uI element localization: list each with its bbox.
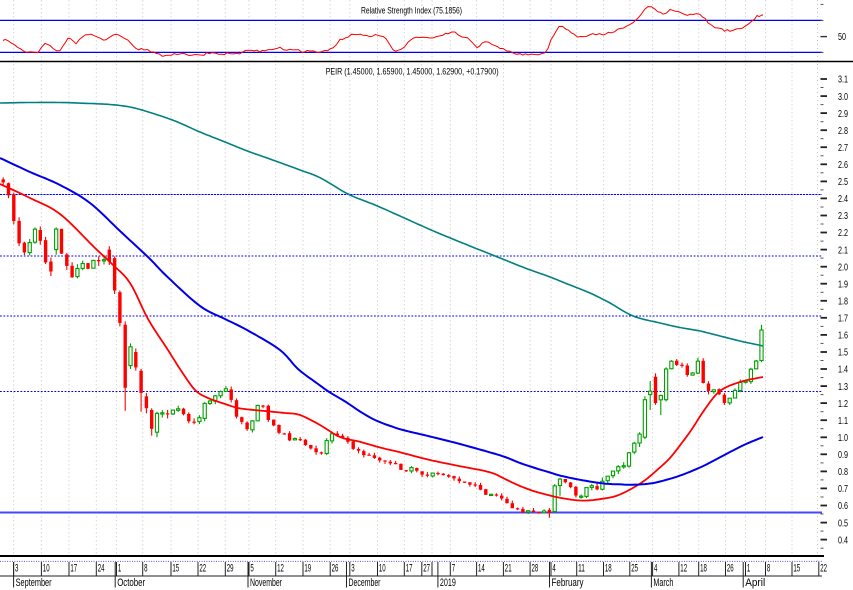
- svg-text:3: 3: [351, 563, 354, 575]
- svg-text:2.0: 2.0: [838, 261, 848, 273]
- svg-text:March: March: [653, 577, 673, 589]
- svg-text:2.8: 2.8: [838, 125, 848, 137]
- svg-text:2.1: 2.1: [838, 244, 848, 256]
- svg-text:1.8: 1.8: [838, 296, 848, 308]
- svg-text:1.9: 1.9: [838, 278, 848, 290]
- svg-text:12: 12: [277, 563, 284, 575]
- svg-text:2019: 2019: [440, 577, 456, 589]
- svg-text:17: 17: [70, 563, 77, 575]
- svg-text:10: 10: [43, 563, 50, 575]
- svg-text:April: April: [745, 577, 765, 589]
- svg-text:0.8: 0.8: [838, 466, 848, 478]
- svg-text:3: 3: [15, 563, 18, 575]
- svg-text:1.3: 1.3: [838, 381, 848, 393]
- svg-text:1: 1: [118, 563, 121, 575]
- svg-text:2.7: 2.7: [838, 142, 848, 154]
- svg-text:17: 17: [406, 563, 413, 575]
- svg-text:0.5: 0.5: [838, 517, 848, 529]
- svg-text:3.1: 3.1: [838, 74, 848, 86]
- svg-text:3.0: 3.0: [838, 91, 848, 103]
- svg-text:28: 28: [532, 563, 539, 575]
- svg-text:22: 22: [199, 563, 206, 575]
- svg-text:0.9: 0.9: [838, 449, 848, 461]
- svg-text:14: 14: [478, 563, 485, 575]
- svg-text:10: 10: [379, 563, 386, 575]
- svg-text:15: 15: [793, 563, 800, 575]
- svg-text:October: October: [117, 577, 145, 589]
- svg-text:2.5: 2.5: [838, 176, 848, 188]
- svg-text:4: 4: [654, 563, 657, 575]
- svg-text:2.2: 2.2: [838, 227, 848, 239]
- svg-text:12: 12: [680, 563, 687, 575]
- svg-text:22: 22: [820, 563, 827, 575]
- svg-text:2.3: 2.3: [838, 210, 848, 222]
- svg-text:September: September: [16, 577, 52, 589]
- svg-text:50: 50: [838, 31, 846, 43]
- svg-text:27: 27: [423, 563, 430, 575]
- svg-text:8: 8: [767, 563, 770, 575]
- svg-text:1.4: 1.4: [838, 364, 848, 376]
- svg-text:1.6: 1.6: [838, 330, 848, 342]
- svg-text:8: 8: [144, 563, 147, 575]
- svg-text:1.0: 1.0: [838, 432, 848, 444]
- svg-text:December: December: [349, 577, 381, 589]
- svg-text:24: 24: [98, 563, 105, 575]
- svg-text:2.6: 2.6: [838, 159, 848, 171]
- svg-text:15: 15: [172, 563, 179, 575]
- svg-text:11: 11: [578, 563, 585, 575]
- svg-text:2.9: 2.9: [838, 108, 848, 120]
- svg-text:2.4: 2.4: [838, 193, 848, 205]
- svg-text:21: 21: [505, 563, 512, 575]
- svg-text:PEIR (1.45000, 1.65900, 1.4500: PEIR (1.45000, 1.65900, 1.45000, 1.62900…: [326, 67, 499, 78]
- svg-text:November: November: [250, 577, 282, 589]
- svg-text:19: 19: [304, 563, 311, 575]
- svg-text:18: 18: [605, 563, 612, 575]
- svg-text:1.5: 1.5: [838, 347, 848, 359]
- svg-text:26: 26: [332, 563, 339, 575]
- svg-text:7: 7: [452, 563, 455, 575]
- svg-text:1.2: 1.2: [838, 398, 848, 410]
- svg-text:1.7: 1.7: [838, 313, 848, 325]
- svg-text:February: February: [552, 577, 584, 589]
- svg-text:1: 1: [747, 563, 750, 575]
- svg-text:25: 25: [631, 563, 638, 575]
- svg-text:0.4: 0.4: [838, 534, 848, 546]
- svg-text:4: 4: [552, 563, 555, 575]
- svg-text:0.7: 0.7: [838, 483, 848, 495]
- svg-text:0.6: 0.6: [838, 500, 848, 512]
- svg-text:1.1: 1.1: [838, 415, 848, 427]
- svg-text:26: 26: [727, 563, 734, 575]
- svg-text:18: 18: [700, 563, 707, 575]
- svg-text:5: 5: [250, 563, 253, 575]
- svg-text:29: 29: [227, 563, 234, 575]
- svg-text:Relative Strength Index (75.18: Relative Strength Index (75.1856): [361, 6, 462, 17]
